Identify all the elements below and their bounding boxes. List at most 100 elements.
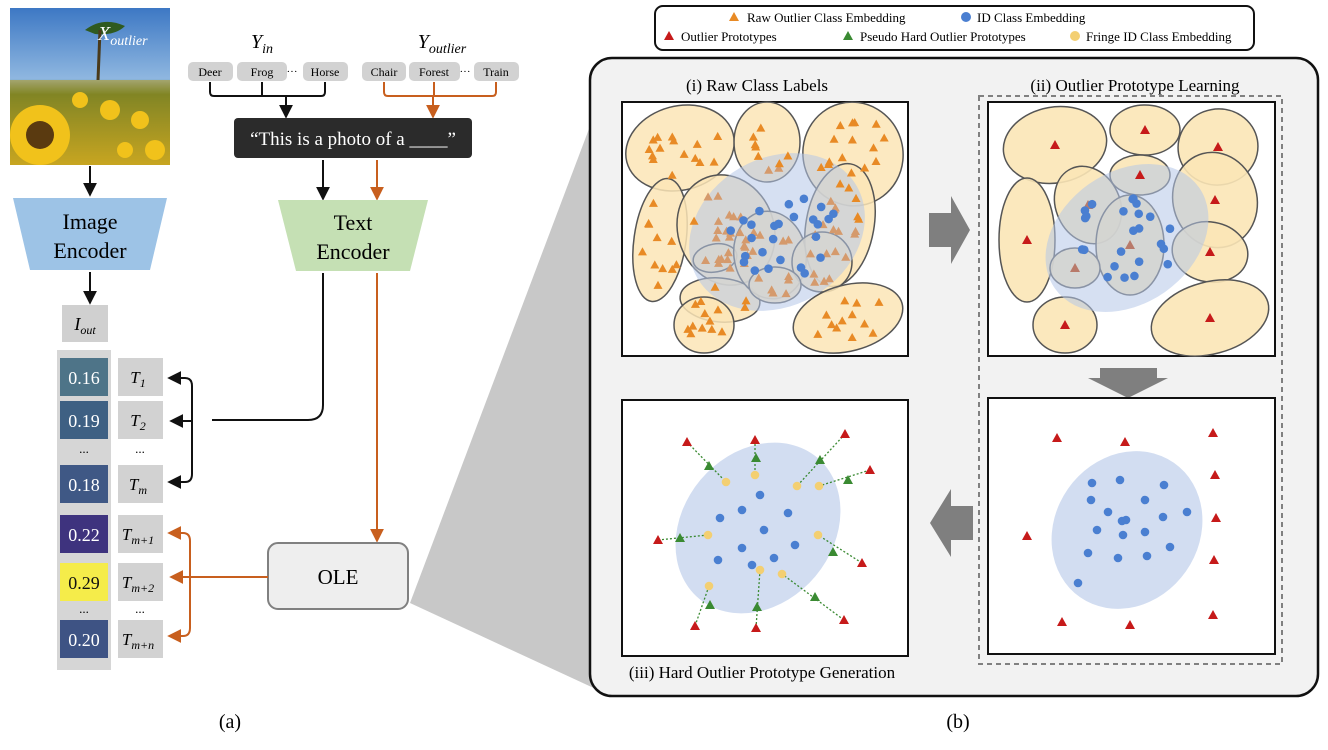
circle-marker [774,219,783,229]
triangle-marker [828,547,838,556]
triangle-marker [824,157,834,166]
svg-text:···: ··· [287,66,298,78]
triangle-marker [810,592,820,601]
raw-labels-content [625,101,904,354]
circle-marker [816,253,825,262]
generation-link [817,534,863,564]
triangle-marker [644,144,654,154]
circle-marker [737,543,747,553]
circle-marker [715,513,725,523]
circle-marker [704,581,714,591]
triangle-marker [1060,320,1070,329]
triangle-marker [1057,617,1067,626]
circle-marker [813,530,823,540]
caption-b: (b) [946,711,969,733]
circle-marker [747,560,757,570]
triangle-marker [824,274,834,283]
triangle-marker [689,216,699,225]
generation-link [755,569,761,629]
triangle-marker [809,269,819,278]
triangle-marker [714,254,724,263]
circle-marker [816,202,826,212]
triangle-marker [655,143,665,152]
text-embedding-label: Tm+2 [122,573,154,595]
legend-marker-outlier-proto [664,31,674,40]
circle-marker [1087,478,1097,488]
score-cell [60,401,108,439]
triangle-marker [844,183,854,192]
triangle-marker [683,324,693,333]
triangle-marker [851,226,861,235]
triangle-marker [1022,235,1032,244]
triangle-marker [725,263,735,272]
circle-marker [796,263,806,272]
score-value: 0.22 [68,525,100,545]
triangle-marker [764,165,774,174]
triangle-marker [705,316,715,325]
circle-marker [758,247,767,257]
triangle-marker [1135,170,1145,179]
svg-text:Text: Text [334,210,373,235]
circle-marker [829,209,838,219]
text-embedding-cell [118,401,163,439]
circle-marker [755,206,764,216]
triangle-marker [819,276,829,285]
triangle-marker [1210,195,1220,204]
triangle-marker [714,258,724,267]
triangle-marker [1022,531,1032,540]
triangle-marker [752,602,762,611]
circle-marker [789,212,799,222]
circle-marker [1117,516,1127,526]
triangle-marker [713,305,723,314]
circle-marker [739,257,749,267]
circle-marker [1103,272,1112,282]
triangle-marker [751,623,761,632]
circle-marker [1113,553,1123,563]
triangle-marker [667,132,677,141]
triangle-marker [879,133,889,142]
triangle-marker [671,260,681,269]
triangle-marker [1205,313,1215,322]
caption-a: (a) [219,711,241,733]
triangle-marker [1120,437,1130,446]
legend-marker-fringe-id [1070,31,1080,41]
score-column: 0.16 0.19... 0.18 0.22 0.29... 0.20 [60,358,108,658]
generation-link [818,469,871,487]
triangle-marker [816,162,826,171]
triangle-marker [701,255,711,264]
score-value: 0.20 [68,630,100,650]
legend-marker-raw-outlier [729,12,739,21]
triangle-marker [860,163,870,172]
circle-marker [1073,578,1083,588]
triangle-marker [679,149,689,158]
score-value: 0.29 [68,573,100,593]
triangle-marker [853,212,863,221]
triangle-marker [829,134,839,143]
y-outlier-label: Youtlier [418,31,467,57]
score-ellipsis: ... [79,441,89,456]
triangle-marker [741,296,751,305]
text-embedding-cell [118,620,163,658]
title-raw-class-labels: (i) Raw Class Labels [686,76,828,95]
svg-text:Encoder: Encoder [316,239,390,264]
triangle-marker [707,324,717,333]
triangle-marker [710,282,720,291]
text-embedding-cell [118,563,163,601]
circle-marker [776,255,785,265]
circle-marker [755,490,765,500]
cluster-ellipse [673,296,735,354]
triangle-marker [713,225,723,234]
triangle-marker [871,156,881,165]
score-value: 0.16 [68,368,100,388]
triangle-marker [713,131,723,141]
text-embedding-label: T2 [130,411,145,433]
triangle-marker [810,277,820,286]
triangle-marker [1052,433,1062,442]
i-out-label: Iout [73,314,96,337]
text-encoder: Text Encoder [278,200,428,271]
triangle-marker [839,615,849,624]
svg-text:Horse: Horse [311,65,340,79]
circle-marker [1159,244,1169,254]
circle-marker [1165,542,1175,552]
triangle-marker [774,163,784,172]
